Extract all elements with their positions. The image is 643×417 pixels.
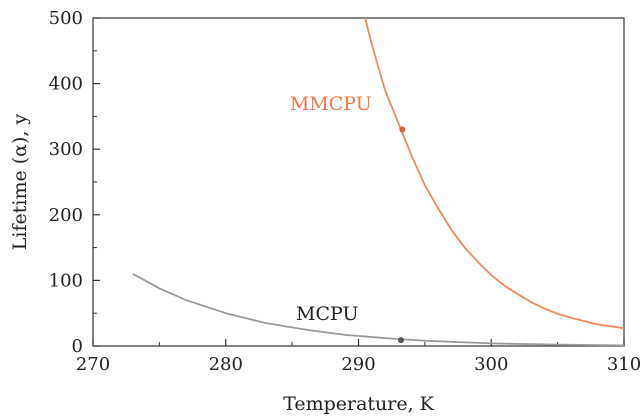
plot-area-border bbox=[92, 17, 625, 347]
plot-frame bbox=[92, 17, 625, 347]
x-tick-label: 280 bbox=[209, 354, 243, 375]
series-marker-mmcpu bbox=[399, 126, 406, 133]
y-tick-label: 400 bbox=[49, 74, 83, 95]
series-line-mmcpu bbox=[364, 17, 625, 330]
y-tick-label: 100 bbox=[49, 270, 83, 291]
series-line-mcpu bbox=[132, 273, 625, 347]
y-tick-label: 0 bbox=[72, 336, 83, 357]
series-marker-mcpu bbox=[397, 337, 404, 344]
x-tick-label: 270 bbox=[76, 354, 110, 375]
series-lines bbox=[132, 17, 625, 347]
y-tick-label: 500 bbox=[49, 8, 83, 29]
x-tick-label: 300 bbox=[474, 354, 508, 375]
series-label-mmcpu: MMCPU bbox=[290, 93, 372, 115]
series-labels: MMCPU MCPU bbox=[290, 93, 372, 325]
series-markers bbox=[397, 126, 406, 344]
y-tick-label: 300 bbox=[49, 139, 83, 160]
x-axis-title: Temperature, K bbox=[283, 393, 435, 415]
series-label-mcpu: MCPU bbox=[296, 303, 358, 325]
axis-ticks bbox=[92, 17, 625, 347]
x-tick-label: 310 bbox=[607, 354, 641, 375]
axis-tick-labels: 270 280 290 300 310 0 100 200 300 400 500 bbox=[49, 8, 642, 375]
x-tick-label: 290 bbox=[341, 354, 375, 375]
y-tick-label: 200 bbox=[49, 205, 83, 226]
y-axis-title: Lifetime (α), y bbox=[9, 114, 31, 251]
